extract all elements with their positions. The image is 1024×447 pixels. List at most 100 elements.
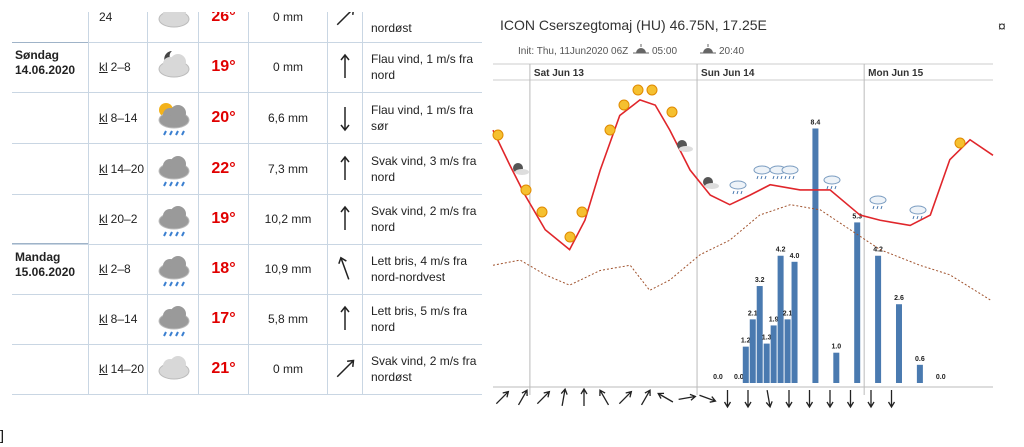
day-cell: Søndag 14.06.2020 bbox=[12, 42, 94, 84]
wind-arrow bbox=[536, 390, 551, 405]
wind-arrow bbox=[336, 12, 355, 26]
bar-label: 5.3 bbox=[852, 213, 862, 220]
table-row: kl 14–20 22° 7,3 mm Svak vind, 3 m/s fra nor… bbox=[12, 144, 482, 195]
day-cell: Mandag 15.06.2020 bbox=[12, 244, 94, 286]
wind-arrow bbox=[887, 390, 896, 409]
weather-icon bbox=[158, 51, 190, 78]
icon-cell bbox=[147, 144, 198, 194]
icon-cell bbox=[147, 344, 198, 394]
wind-arrow-cell bbox=[327, 93, 362, 143]
bar bbox=[742, 346, 749, 383]
table-row: kl 8–14 17° 5,8 mm Lett bris, 5 m/s fra nord bbox=[12, 294, 482, 345]
bar bbox=[895, 304, 902, 383]
rain-icon bbox=[872, 205, 883, 210]
line bbox=[492, 99, 994, 251]
wind-arrow bbox=[599, 389, 610, 406]
init-time: Init: Thu, 11Jun2020 06Z bbox=[518, 46, 628, 57]
time-text: kl 20–2 bbox=[99, 211, 137, 227]
temperature: 19° bbox=[198, 194, 248, 244]
rain-icon bbox=[756, 175, 767, 180]
bar bbox=[916, 364, 923, 383]
table-row: kl 8–14 20° 6,6 mm Flau vind, 1 m/s fra sør bbox=[12, 93, 482, 144]
time-range: 14–20 bbox=[110, 162, 145, 176]
wind-arrow bbox=[340, 155, 350, 180]
time-prefix: kl bbox=[99, 212, 108, 226]
time-range: 24 bbox=[99, 12, 113, 24]
time-cell: kl 14–20 bbox=[88, 144, 147, 194]
weather-icon bbox=[158, 206, 190, 237]
wind-arrow bbox=[640, 389, 651, 406]
wind-text: Svak vind, 2 m/s fra nord bbox=[362, 194, 482, 244]
wind-arrow bbox=[657, 392, 674, 403]
wind-text: Lett bris, 5 m/s fra nord bbox=[362, 294, 482, 344]
bar bbox=[777, 255, 784, 383]
wind-arrow bbox=[618, 390, 633, 405]
bar-label: 1.0 bbox=[831, 344, 841, 351]
time-range: 2–8 bbox=[110, 60, 131, 74]
forecast-table: 24 26° 0 mm nordøst Søndag 14.06.2020 kl 2–8 19°… bbox=[12, 12, 482, 402]
bar-label: 1.9 bbox=[769, 316, 779, 323]
cloud-icon bbox=[869, 195, 887, 205]
wind-arrow bbox=[805, 390, 814, 409]
sun-icon bbox=[618, 99, 630, 111]
bar-label: 4.2 bbox=[873, 247, 883, 254]
wind-text: Flau vind, 1 m/s fra nord bbox=[362, 42, 482, 92]
cloud-icon bbox=[753, 165, 771, 175]
time-range: 8–14 bbox=[110, 111, 138, 125]
sun-icon bbox=[492, 129, 504, 141]
wind-arrow-cell bbox=[327, 144, 362, 194]
bar bbox=[791, 261, 798, 383]
wind-arrow bbox=[340, 53, 350, 78]
bar-label: 4.2 bbox=[776, 247, 786, 254]
cloud-icon bbox=[679, 146, 693, 152]
bar-label: 4.0 bbox=[790, 253, 800, 260]
sun-icon bbox=[520, 184, 532, 196]
precipitation: 0 mm bbox=[248, 344, 327, 394]
sun-icon bbox=[536, 206, 548, 218]
weather-icon bbox=[158, 256, 190, 287]
bar-label: 0.0 bbox=[734, 374, 744, 381]
wind-arrow bbox=[560, 387, 568, 406]
sun-icon bbox=[604, 124, 616, 136]
cloud-icon bbox=[781, 165, 799, 175]
icon-cell bbox=[147, 244, 198, 294]
group-divider bbox=[12, 243, 88, 244]
temperature: 19° bbox=[198, 42, 248, 92]
wind-arrow bbox=[517, 389, 528, 406]
bar-label: 0.0 bbox=[936, 374, 946, 381]
cloud-icon bbox=[909, 205, 927, 215]
x-tick-label: Mon Jun 15 bbox=[868, 68, 923, 79]
precipitation: 10,2 mm bbox=[248, 194, 327, 244]
table-row: kl 20–2 19° 10,2 mm Svak vind, 2 m/s fra nor… bbox=[12, 194, 482, 245]
icon-cell bbox=[147, 93, 198, 143]
corner-mark: ] bbox=[0, 427, 4, 443]
wind-arrow-cell bbox=[327, 294, 362, 344]
icon-cell bbox=[147, 194, 198, 244]
bar-label: 1.3 bbox=[762, 335, 772, 342]
time-cell: kl 8–14 bbox=[88, 93, 147, 143]
temperature: 22° bbox=[198, 144, 248, 194]
x-tick-label: Sun Jun 14 bbox=[701, 68, 755, 79]
wind-arrow bbox=[678, 393, 697, 401]
bar bbox=[833, 352, 840, 383]
bar-label: 2.6 bbox=[894, 295, 904, 302]
rain-icon bbox=[784, 175, 795, 180]
wind-arrow bbox=[699, 394, 717, 403]
icon-cell bbox=[147, 12, 198, 42]
time-text: kl 8–14 bbox=[99, 110, 137, 126]
weather-icon bbox=[158, 156, 190, 187]
time-cell: 24 bbox=[88, 12, 147, 42]
sun-icon bbox=[632, 84, 644, 96]
wind-text: nordøst bbox=[362, 12, 482, 42]
table-row: Søndag 14.06.2020 kl 2–8 19° 0 mm Flau vind, 1… bbox=[12, 42, 482, 93]
table-row: Mandag 15.06.2020 kl 2–8 18° 10,9 mm Lett bris… bbox=[12, 244, 482, 295]
wind-arrow-cell bbox=[327, 194, 362, 244]
wind-arrow bbox=[765, 390, 773, 409]
wind-text: Svak vind, 2 m/s fra nordøst bbox=[362, 344, 482, 394]
time-text: kl 8–14 bbox=[99, 311, 137, 327]
wind-arrow bbox=[340, 205, 350, 230]
precipitation: 6,6 mm bbox=[248, 93, 327, 143]
time-prefix: kl bbox=[99, 111, 108, 125]
corner-symbol: ¤ bbox=[998, 18, 1006, 34]
